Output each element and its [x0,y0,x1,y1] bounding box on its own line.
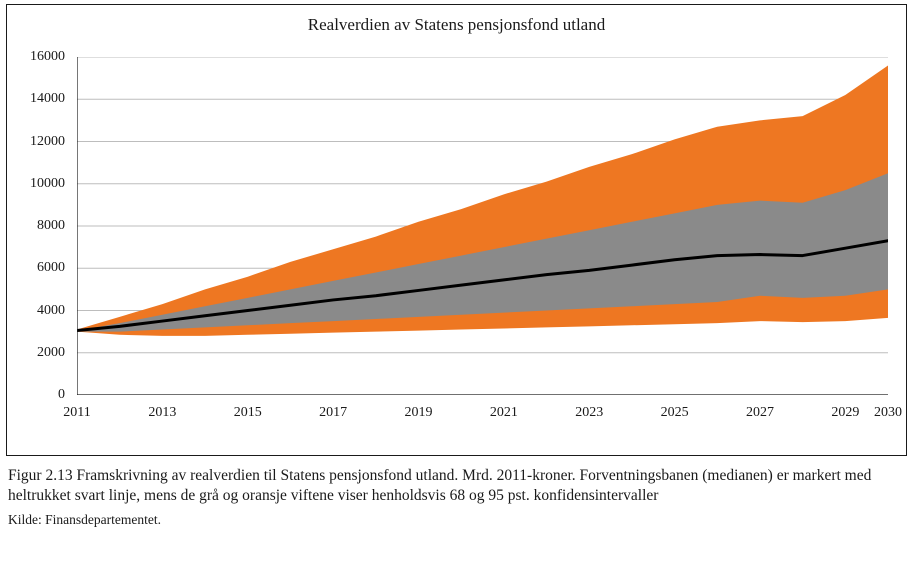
x-tick-label: 2015 [234,405,262,421]
chart-title: Realverdien av Statens pensjonsfond utla… [7,5,906,41]
y-axis-labels: 0200040006000800010000120001400016000 [7,57,71,395]
y-tick-label: 0 [58,387,65,403]
x-tick-label: 2013 [148,405,176,421]
x-tick-label: 2025 [661,405,689,421]
plot-svg [77,57,888,395]
y-tick-label: 16000 [30,49,65,65]
y-tick-label: 8000 [37,218,65,234]
figure-caption: Figur 2.13 Framskrivning av realverdien … [6,466,907,506]
x-tick-label: 2019 [404,405,432,421]
y-tick-label: 6000 [37,260,65,276]
y-tick-label: 4000 [37,303,65,319]
y-tick-label: 10000 [30,176,65,192]
page: Realverdien av Statens pensjonsfond utla… [0,0,913,564]
x-tick-label: 2017 [319,405,347,421]
x-tick-label: 2023 [575,405,603,421]
x-tick-label: 2011 [63,405,90,421]
x-tick-label: 2027 [746,405,774,421]
y-tick-label: 12000 [30,134,65,150]
source-line: Kilde: Finansdepartementet. [6,512,907,528]
x-tick-label: 2029 [831,405,859,421]
chart-frame: Realverdien av Statens pensjonsfond utla… [6,4,907,456]
x-tick-label: 2030 [874,405,902,421]
plot-area [77,57,888,395]
x-axis-labels: 2011201320152017201920212023202520272029… [77,405,888,425]
x-tick-label: 2021 [490,405,518,421]
y-tick-label: 14000 [30,91,65,107]
y-tick-label: 2000 [37,345,65,361]
